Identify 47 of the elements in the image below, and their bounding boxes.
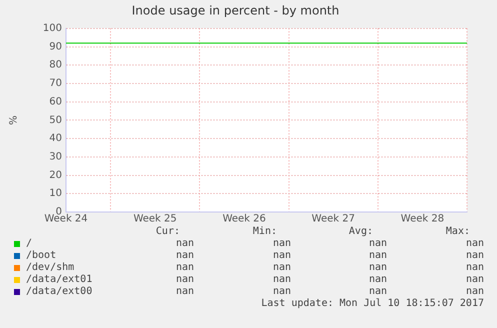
text: Min:	[252, 226, 277, 237]
text: nan	[176, 274, 194, 285]
y-tick-label: 40	[49, 133, 62, 144]
legend-label: /	[26, 238, 32, 249]
y-tick-label: 30	[49, 152, 62, 163]
text: nan	[272, 286, 291, 297]
x-tick-label: Week 28	[400, 214, 444, 225]
y-axis-title: %	[8, 115, 20, 125]
text: nan	[368, 286, 387, 297]
text: nan	[466, 274, 484, 285]
text: Max:	[446, 226, 470, 237]
text: nan	[466, 250, 484, 261]
text: nan	[176, 250, 194, 261]
y-tick-label: 90	[49, 41, 62, 52]
text: nan	[272, 262, 291, 273]
text: nan	[176, 262, 194, 273]
text: nan	[272, 238, 291, 249]
text: nan	[368, 238, 387, 249]
text: nan	[272, 250, 291, 261]
y-tick-label: 50	[49, 114, 62, 126]
text: nan	[368, 274, 387, 285]
chart-title: Inode usage in percent - by month	[132, 3, 340, 18]
text: nan	[176, 238, 194, 249]
text: Last update: Mon Jul 10 18:15:07 2017	[261, 298, 484, 309]
text: nan	[272, 274, 291, 285]
text: nan	[466, 286, 484, 297]
legend-label: /data/ext00	[26, 286, 92, 297]
y-tick-label: 10	[49, 188, 62, 200]
text: Cur:	[156, 226, 180, 237]
x-tick-label: Week 24	[44, 214, 88, 225]
text: nan	[466, 262, 484, 273]
text: nan	[466, 238, 484, 249]
y-tick-label: 100	[42, 22, 62, 34]
legend-label: /boot	[26, 250, 56, 261]
text: nan	[368, 250, 387, 261]
legend-label: /data/ext01	[26, 274, 92, 285]
y-tick-label: 20	[49, 170, 62, 181]
y-tick-label: 60	[49, 96, 62, 108]
x-tick-label: Week 25	[133, 214, 177, 225]
text: Avg:	[348, 226, 373, 237]
y-tick-label: 70	[49, 78, 62, 90]
legend-label: /dev/shm	[26, 262, 74, 273]
text: nan	[368, 262, 387, 273]
text: nan	[176, 286, 194, 297]
x-tick-label: Week 27	[312, 214, 355, 225]
y-tick-label: 80	[49, 60, 62, 71]
x-tick-label: Week 26	[222, 214, 266, 225]
